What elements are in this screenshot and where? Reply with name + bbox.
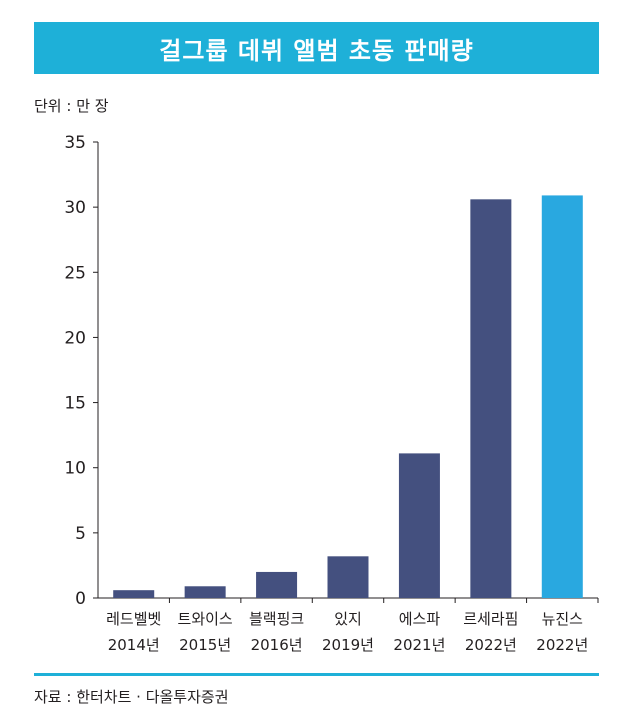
y-tick-label: 10 [64, 459, 86, 479]
x-tick-label-year: 2014년 [108, 636, 160, 654]
bar-2 [184, 586, 226, 598]
x-tick-label-name: 뉴진스 [542, 610, 584, 628]
y-tick-label: 20 [64, 328, 86, 348]
title-bar: 걸그룹 데뷔 앨범 초동 판매량 [34, 22, 599, 74]
bar-1 [113, 590, 155, 598]
x-tick-label-name: 트와이스 [178, 610, 233, 628]
y-tick-label: 35 [64, 133, 86, 153]
y-tick-label: 30 [64, 198, 86, 218]
bar-4 [327, 556, 369, 598]
x-tick-label-name: 에스파 [399, 610, 441, 628]
x-tick-label-year: 2016년 [251, 636, 303, 654]
x-tick-label-year: 2021년 [393, 636, 445, 654]
x-tick-label-year: 2019년 [322, 636, 374, 654]
chart-title: 걸그룹 데뷔 앨범 초동 판매량 [159, 36, 474, 65]
unit-label: 단위 : 만 장 [34, 97, 109, 115]
y-tick-label: 15 [64, 394, 86, 414]
bottom-rule [34, 673, 599, 676]
bar-5 [398, 453, 440, 598]
source-label: 자료 : 한터차트 · 다올투자증권 [34, 688, 229, 706]
bar-3 [256, 571, 298, 598]
y-tick-label: 5 [75, 524, 86, 544]
x-tick-label-year: 2015년 [179, 636, 231, 654]
bar-7 [541, 195, 583, 598]
y-tick-label: 0 [75, 589, 86, 609]
x-tick-label-year: 2022년 [536, 636, 588, 654]
x-tick-label-year: 2022년 [465, 636, 517, 654]
y-tick-label: 25 [64, 263, 86, 283]
x-tick-label-name: 르세라핌 [463, 610, 518, 628]
x-tick-label-name: 레드벨벳 [106, 610, 161, 628]
x-tick-label-name: 있지 [334, 610, 362, 628]
x-tick-label-name: 블랙핑크 [249, 610, 304, 628]
bar-6 [470, 199, 512, 598]
bar-chart: 0 5 10 15 20 25 30 35 레드벨벳 2014년 트와이스 2015년 블랙핑크 2016… [64, 133, 599, 654]
